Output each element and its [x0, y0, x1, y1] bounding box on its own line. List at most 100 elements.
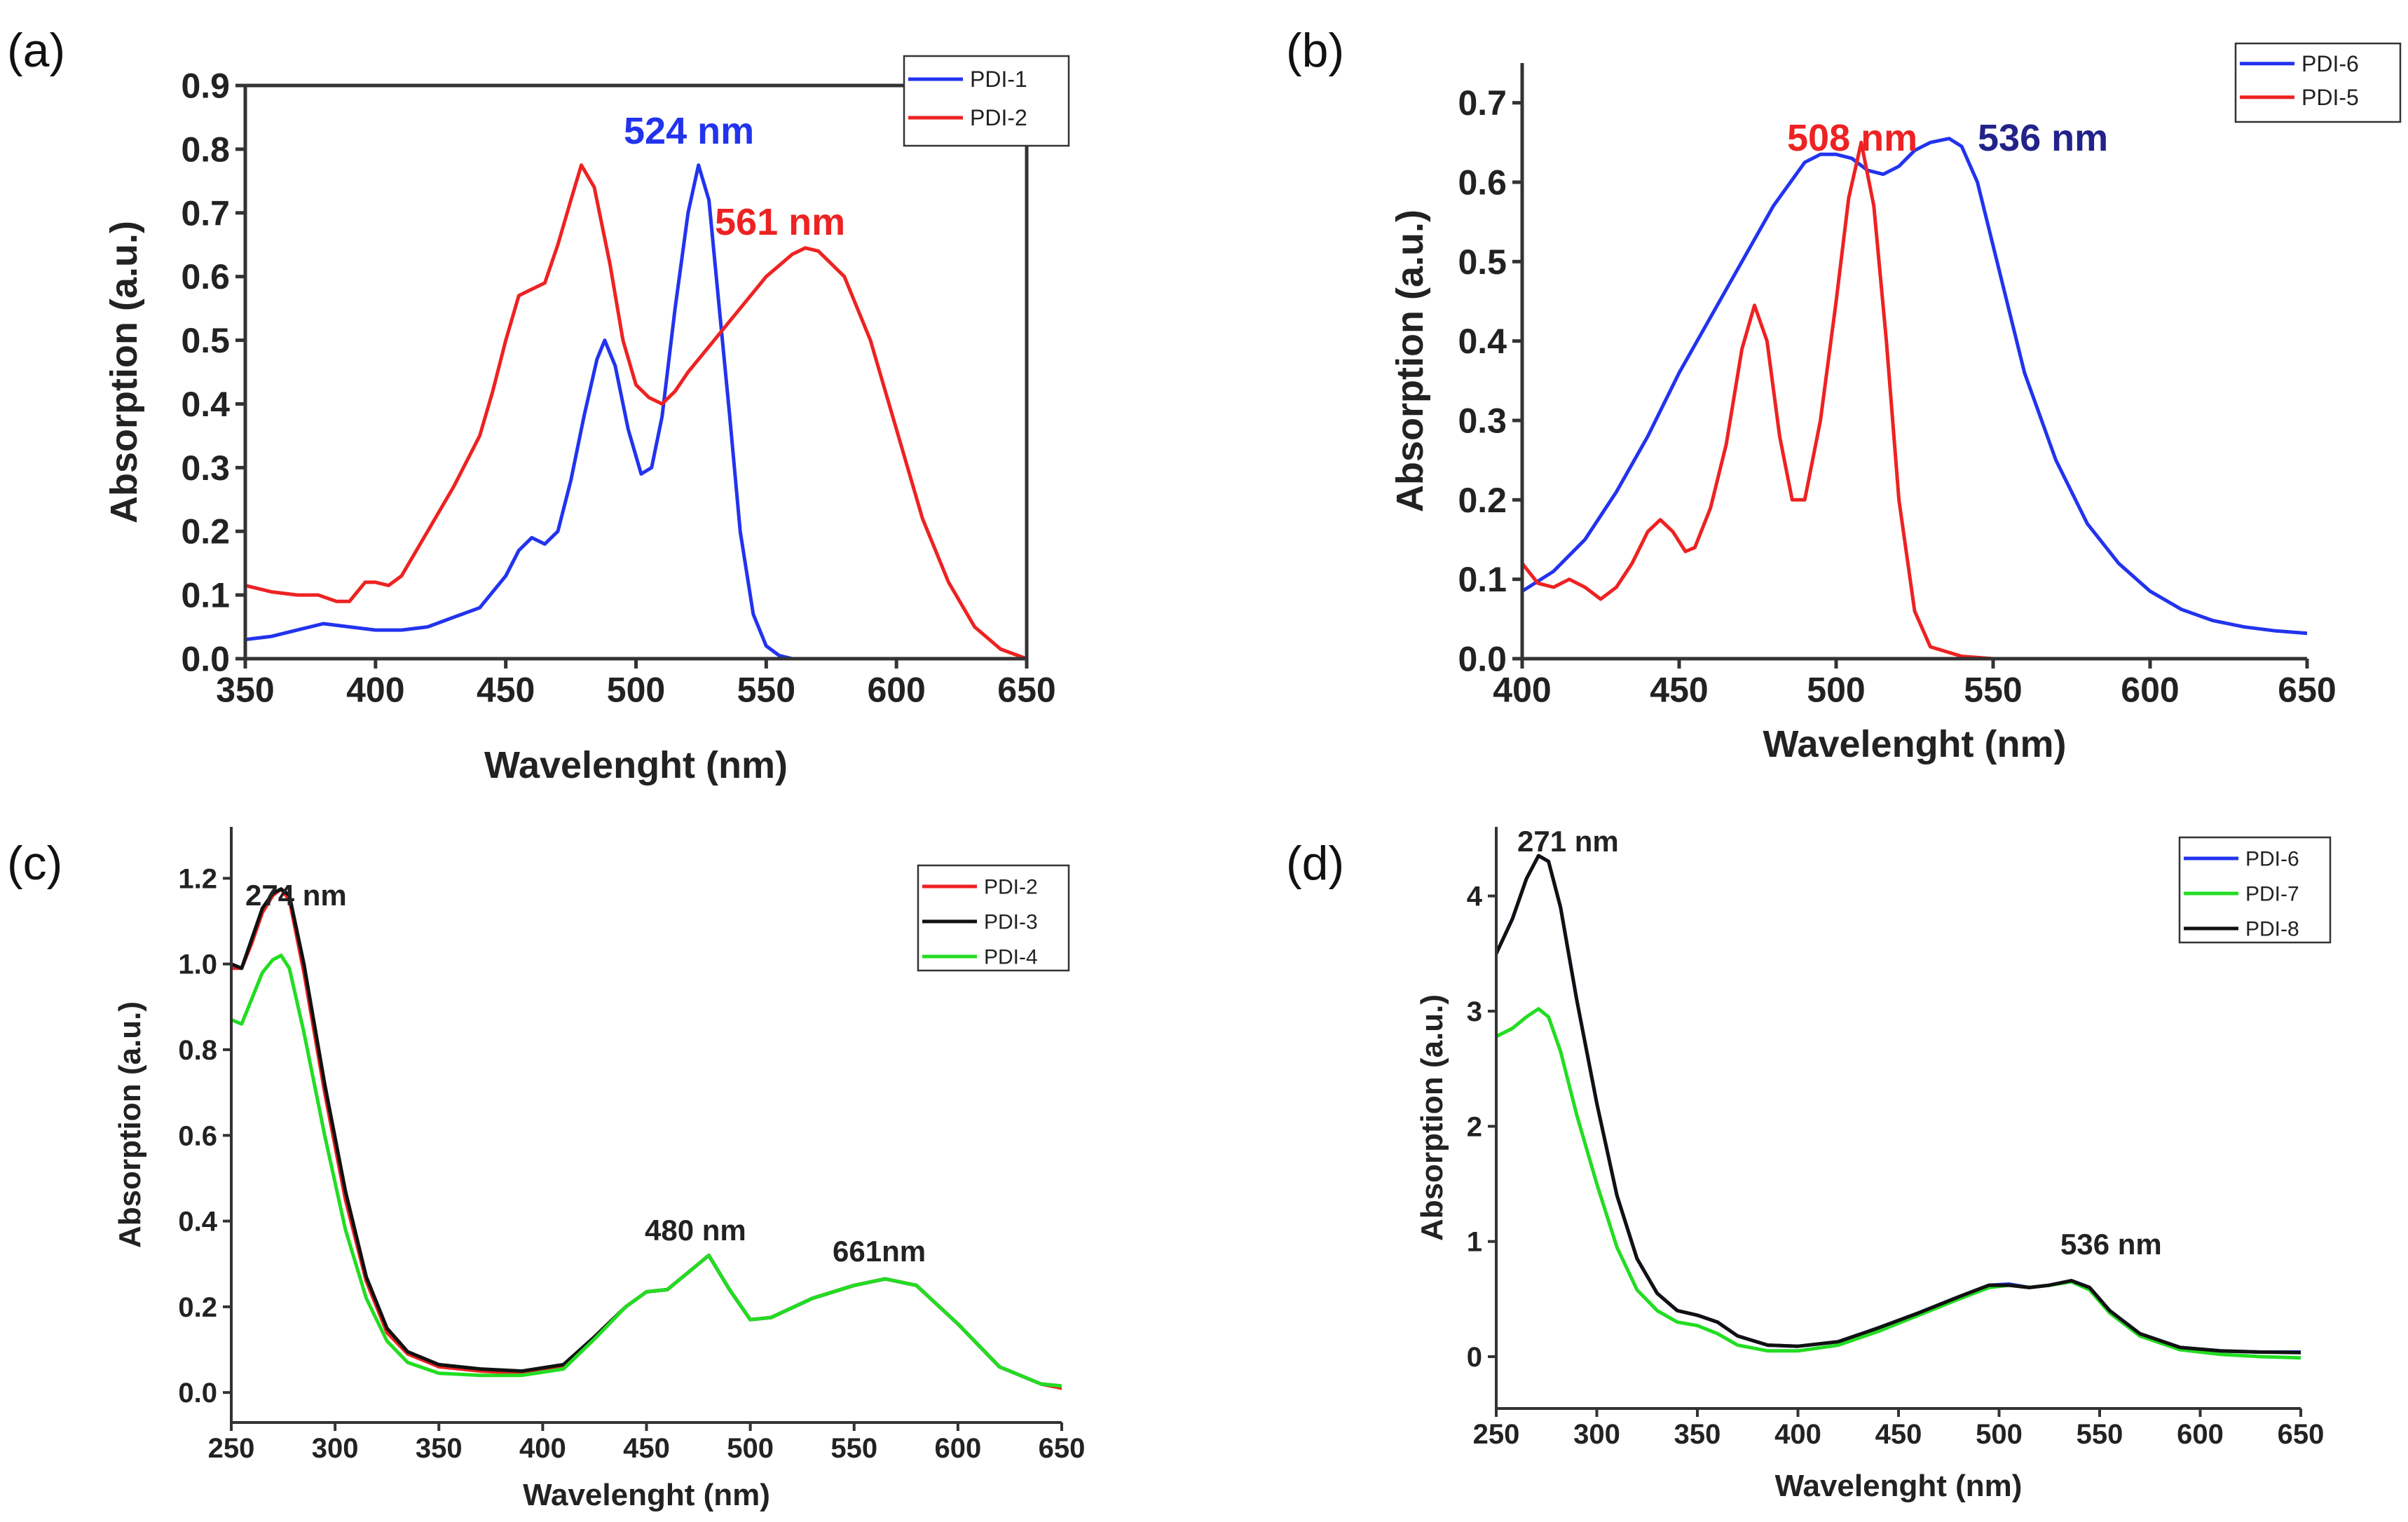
legend-box [917, 864, 1070, 972]
y-tick-label: 0.6 [181, 257, 230, 296]
x-tick-label: 600 [2177, 1419, 2224, 1450]
x-tick-label: 400 [1493, 671, 1551, 710]
peak-annotation: 271 nm [1517, 825, 1619, 858]
y-axis-title: Absorption (a.u.) [1415, 994, 1449, 1241]
legend: PDI-2 PDI-3 PDI-4 [917, 864, 1070, 972]
x-tick-label: 450 [477, 671, 535, 710]
series-line-pdi-5 [1522, 140, 2307, 659]
x-tick-label: 600 [867, 671, 925, 710]
x-tick-label: 350 [216, 671, 274, 710]
y-tick-label: 2 [1467, 1111, 1482, 1142]
legend: PDI-1 PDI-2 [903, 55, 1070, 147]
peak-annotation: 480 nm [645, 1214, 746, 1247]
peak-annotation: 274 nm [245, 879, 347, 912]
y-tick-label: 0.2 [1458, 481, 1507, 520]
series-group [245, 163, 1027, 659]
legend-label: PDI-3 [984, 911, 1038, 934]
chart-panel-3: (c) 250 300 350 400 450 500 550 600 650 0.0 0.2 0.4 0… [7, 827, 1085, 1512]
series-group [1496, 853, 2301, 1360]
panel-label: (d) [1286, 837, 1344, 890]
x-tick-label: 450 [1875, 1419, 1922, 1450]
x-tick-label: 650 [1039, 1433, 1086, 1464]
series-group [231, 887, 1062, 1390]
x-tick-label: 450 [623, 1433, 670, 1464]
x-tick-label: 350 [416, 1433, 463, 1464]
x-axis-title: Wavelenght (nm) [1763, 723, 2066, 765]
y-tick-label: 0.7 [1458, 83, 1507, 123]
axes: 400 450 500 550 600 650 0.0 0.1 0.2 0.3 0.4 0.5 0.6 0… [1458, 63, 2337, 710]
y-tick-label: 1.2 [178, 863, 217, 894]
y-axis-title: Absorption (a.u.) [113, 1001, 147, 1248]
legend-box [2178, 836, 2332, 944]
y-tick-label: 0.1 [1458, 560, 1507, 599]
legend-label: PDI-6 [2301, 51, 2359, 76]
y-tick-label: 0.8 [178, 1035, 217, 1066]
legend-label: PDI-4 [984, 946, 1038, 969]
legend-label: PDI-5 [2301, 85, 2359, 110]
y-tick-label: 0.5 [181, 321, 230, 360]
y-tick-label: 1.0 [178, 949, 217, 980]
peak-annotation: 661nm [833, 1235, 926, 1268]
y-tick-label: 0.0 [178, 1378, 217, 1408]
legend-label: PDI-2 [970, 105, 1027, 130]
y-tick-label: 0.5 [1458, 242, 1507, 282]
x-tick-label: 550 [830, 1433, 877, 1464]
series-line-pdi-2 [245, 163, 1027, 659]
peak-annotation: 524 nm [624, 110, 754, 152]
y-tick-label: 0.3 [181, 448, 230, 488]
legend-box [903, 55, 1070, 147]
x-tick-label: 500 [1976, 1419, 2023, 1450]
legend: PDI-6 PDI-5 [2234, 42, 2402, 123]
peak-annotation: 536 nm [1978, 117, 2108, 159]
axes: 350 400 450 500 550 600 650 0.0 0.1 0.2 0.3 0.4 0.5 0… [181, 67, 1055, 710]
series-line-pdi-1 [245, 163, 794, 659]
series-line-pdi-7 [1496, 1007, 2301, 1360]
series-line-pdi-8 [1496, 853, 2301, 1355]
y-axis-title: Absorption (a.u.) [1389, 210, 1431, 512]
y-tick-label: 0.9 [181, 67, 230, 106]
y-tick-label: 0.2 [178, 1292, 217, 1323]
x-tick-label: 650 [2278, 671, 2336, 710]
y-tick-label: 0.4 [1458, 322, 1507, 361]
legend-label: PDI-6 [2245, 848, 2299, 871]
x-tick-label: 650 [2278, 1419, 2325, 1450]
chart-panel-2: (b) 400 450 500 550 600 650 0.0 0.1 0.2 0.3 0.4 0.5 0… [1286, 24, 2402, 765]
y-tick-label: 0.1 [181, 576, 230, 615]
legend-label: PDI-1 [970, 67, 1027, 92]
legend-label: PDI-2 [984, 876, 1038, 899]
x-tick-label: 600 [2121, 671, 2179, 710]
x-tick-label: 300 [312, 1433, 359, 1464]
x-tick-label: 500 [1807, 671, 1865, 710]
y-tick-label: 0.6 [1458, 163, 1507, 203]
y-tick-label: 0.4 [181, 385, 230, 424]
x-tick-label: 400 [1774, 1419, 1821, 1450]
x-tick-label: 250 [208, 1433, 255, 1464]
x-tick-label: 350 [1674, 1419, 1721, 1450]
axes: 250 300 350 400 450 500 550 600 650 0.0 0.2 0.4 0.6 0… [178, 827, 1085, 1464]
x-tick-label: 550 [2077, 1419, 2123, 1450]
x-tick-label: 400 [346, 671, 404, 710]
y-tick-label: 0 [1467, 1342, 1482, 1373]
y-tick-label: 0.4 [178, 1207, 217, 1238]
y-tick-label: 0.8 [181, 130, 230, 169]
legend-label: PDI-8 [2245, 918, 2299, 941]
x-axis-title: Wavelenght (nm) [484, 744, 788, 786]
y-tick-label: 0.3 [1458, 402, 1507, 441]
y-axis-title: Absorption (a.u.) [103, 221, 145, 523]
x-tick-label: 450 [1650, 671, 1708, 710]
x-tick-label: 550 [737, 671, 795, 710]
x-tick-label: 300 [1573, 1419, 1620, 1450]
chart-panel-1: (a) 350 400 450 500 550 600 650 0.0 0.1 0.2 0.3 0.4 0… [7, 24, 1070, 786]
y-tick-label: 0.2 [181, 512, 230, 551]
y-tick-label: 4 [1467, 882, 1483, 912]
panel-label: (c) [7, 837, 62, 890]
legend-box [2234, 42, 2402, 123]
y-tick-label: 0.7 [181, 193, 230, 233]
legend: PDI-6 PDI-7 PDI-8 [2178, 836, 2332, 944]
peak-annotation: 508 nm [1787, 117, 1917, 159]
series-line-pdi-6 [1522, 137, 2307, 636]
y-tick-label: 0.6 [178, 1120, 217, 1151]
x-axis-title: Wavelenght (nm) [1775, 1469, 2023, 1503]
x-tick-label: 500 [607, 671, 665, 710]
